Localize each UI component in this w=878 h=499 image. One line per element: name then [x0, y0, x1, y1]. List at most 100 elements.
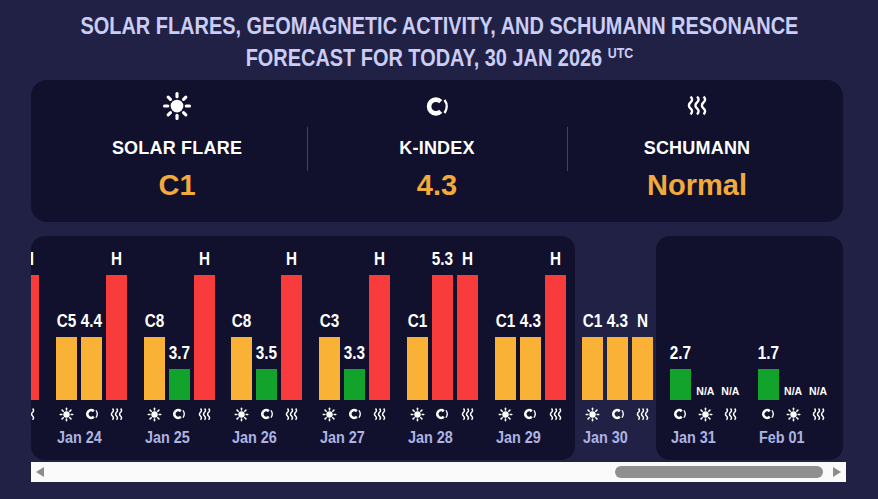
waves-icon: [284, 407, 299, 422]
summary-value: C1: [47, 169, 307, 202]
day-date-label: Jan 29: [496, 429, 541, 447]
sun-icon: [498, 407, 513, 422]
scrollbar-thumb[interactable]: [615, 466, 823, 478]
scroll-right-arrow-icon[interactable]: [833, 467, 841, 477]
moon-icon: [611, 407, 625, 421]
sun-icon: [410, 407, 425, 422]
divider: [567, 127, 568, 171]
kindex-bar: [169, 369, 190, 400]
moon-icon: [435, 407, 449, 421]
kindex-bar: [81, 337, 102, 400]
moon-icon: [425, 94, 450, 119]
summary-label: SCHUMANN: [567, 138, 827, 159]
flare-bar: [495, 337, 516, 400]
moon-icon: [85, 407, 99, 421]
day-date-label: Jan 30: [583, 429, 628, 447]
schumann-bar-label: H: [359, 249, 401, 270]
summary-value: Normal: [567, 169, 827, 202]
day-column: 2.7N/AN/AJan 31: [670, 236, 741, 460]
flare-bar-label: C8: [221, 311, 263, 332]
title-utc-superscript: UTC: [607, 44, 633, 61]
waves-icon: [109, 407, 124, 422]
schumann-bar: [632, 337, 653, 400]
day-column: C54.4HJan 24: [56, 236, 127, 460]
schumann-bar-label: N: [622, 311, 664, 332]
summary-schumann: SCHUMANN Normal: [567, 80, 827, 222]
moon-icon: [761, 407, 775, 421]
summary-solar-flare: SOLAR FLARE C1: [47, 80, 307, 222]
schumann-bar-label: H: [183, 249, 225, 270]
sun-icon: [322, 407, 337, 422]
divider: [307, 127, 308, 171]
schumann-bar: [106, 275, 127, 400]
schumann-bar-label: H: [96, 249, 138, 270]
kindex-bar: [607, 337, 628, 400]
summary-k-index: K-INDEX 4.3: [307, 80, 567, 222]
waves-icon: [635, 407, 650, 422]
moon-icon: [172, 407, 186, 421]
flare-bar-label: C3: [309, 311, 351, 332]
schumann-bar-label: H: [446, 249, 488, 270]
day-column: H: [31, 236, 39, 460]
schumann-bar: [281, 275, 302, 400]
flare-bar-label: C8: [133, 311, 175, 332]
summary-label: K-INDEX: [307, 138, 567, 159]
scroll-left-arrow-icon[interactable]: [36, 467, 44, 477]
day-date-label: Feb 01: [759, 429, 805, 447]
waves-icon: [811, 407, 826, 422]
kindex-bar-label: 2.7: [660, 343, 702, 364]
flare-bar: [56, 337, 77, 400]
schumann-bar: [31, 275, 39, 400]
flare-bar: [407, 337, 428, 400]
day-date-label: Jan 27: [320, 429, 365, 447]
day-column: C14.3HJan 29: [495, 236, 566, 460]
schumann-na-label: N/A: [794, 385, 843, 397]
summary-label: SOLAR FLARE: [47, 138, 307, 159]
schumann-bar: [545, 275, 566, 400]
day-date-label: Jan 28: [408, 429, 453, 447]
sun-icon: [786, 407, 801, 422]
sun-icon: [234, 407, 249, 422]
waves-icon: [460, 407, 475, 422]
schumann-bar-label: H: [271, 249, 313, 270]
schumann-bar-label: H: [534, 249, 576, 270]
summary-card: SOLAR FLARE C1K-INDEX 4.3SCHUMANN Normal: [31, 80, 843, 222]
moon-icon: [673, 407, 687, 421]
kindex-bar: [256, 369, 277, 400]
schumann-bar-label: H: [31, 249, 50, 270]
waves-icon: [723, 407, 738, 422]
moon-icon: [260, 407, 274, 421]
moon-icon: [523, 407, 537, 421]
horizontal-scrollbar[interactable]: [31, 462, 846, 482]
day-date-label: Jan 24: [57, 429, 102, 447]
kindex-bar: [344, 369, 365, 400]
forecast-chart: HC54.4HJan 24C83.7HJan 25C83.5HJan 26C33…: [31, 236, 845, 460]
kindex-bar: [520, 337, 541, 400]
day-column: C83.5HJan 26: [231, 236, 302, 460]
kindex-bar-label: 1.7: [747, 343, 789, 364]
waves-icon: [31, 407, 36, 422]
sun-icon: [585, 407, 600, 422]
title-line-2: FORECAST FOR TODAY, 30 JAN 2026 UTC: [245, 39, 633, 71]
sun-icon: [698, 407, 713, 422]
title-line-1: SOLAR FLARES, GEOMAGNETIC ACTIVITY, AND …: [80, 12, 798, 39]
waves-icon: [548, 407, 563, 422]
page-title: SOLAR FLARES, GEOMAGNETIC ACTIVITY, AND …: [0, 12, 878, 71]
schumann-bar: [457, 275, 478, 400]
day-date-label: Jan 26: [232, 429, 277, 447]
waves-icon: [372, 407, 387, 422]
day-column-today: C14.3NJan 30: [582, 236, 653, 460]
flare-bar: [582, 337, 603, 400]
moon-icon: [348, 407, 362, 421]
schumann-bar: [194, 275, 215, 400]
sun-icon: [147, 407, 162, 422]
waves-icon: [685, 94, 709, 118]
day-date-label: Jan 31: [671, 429, 716, 447]
schumann-na-label: N/A: [706, 385, 755, 397]
schumann-bar: [369, 275, 390, 400]
day-column: C33.3HJan 27: [319, 236, 390, 460]
waves-icon: [197, 407, 212, 422]
summary-value: 4.3: [307, 169, 567, 202]
sun-icon: [162, 91, 192, 121]
day-column: 1.7N/AN/AFeb 01: [758, 236, 829, 460]
